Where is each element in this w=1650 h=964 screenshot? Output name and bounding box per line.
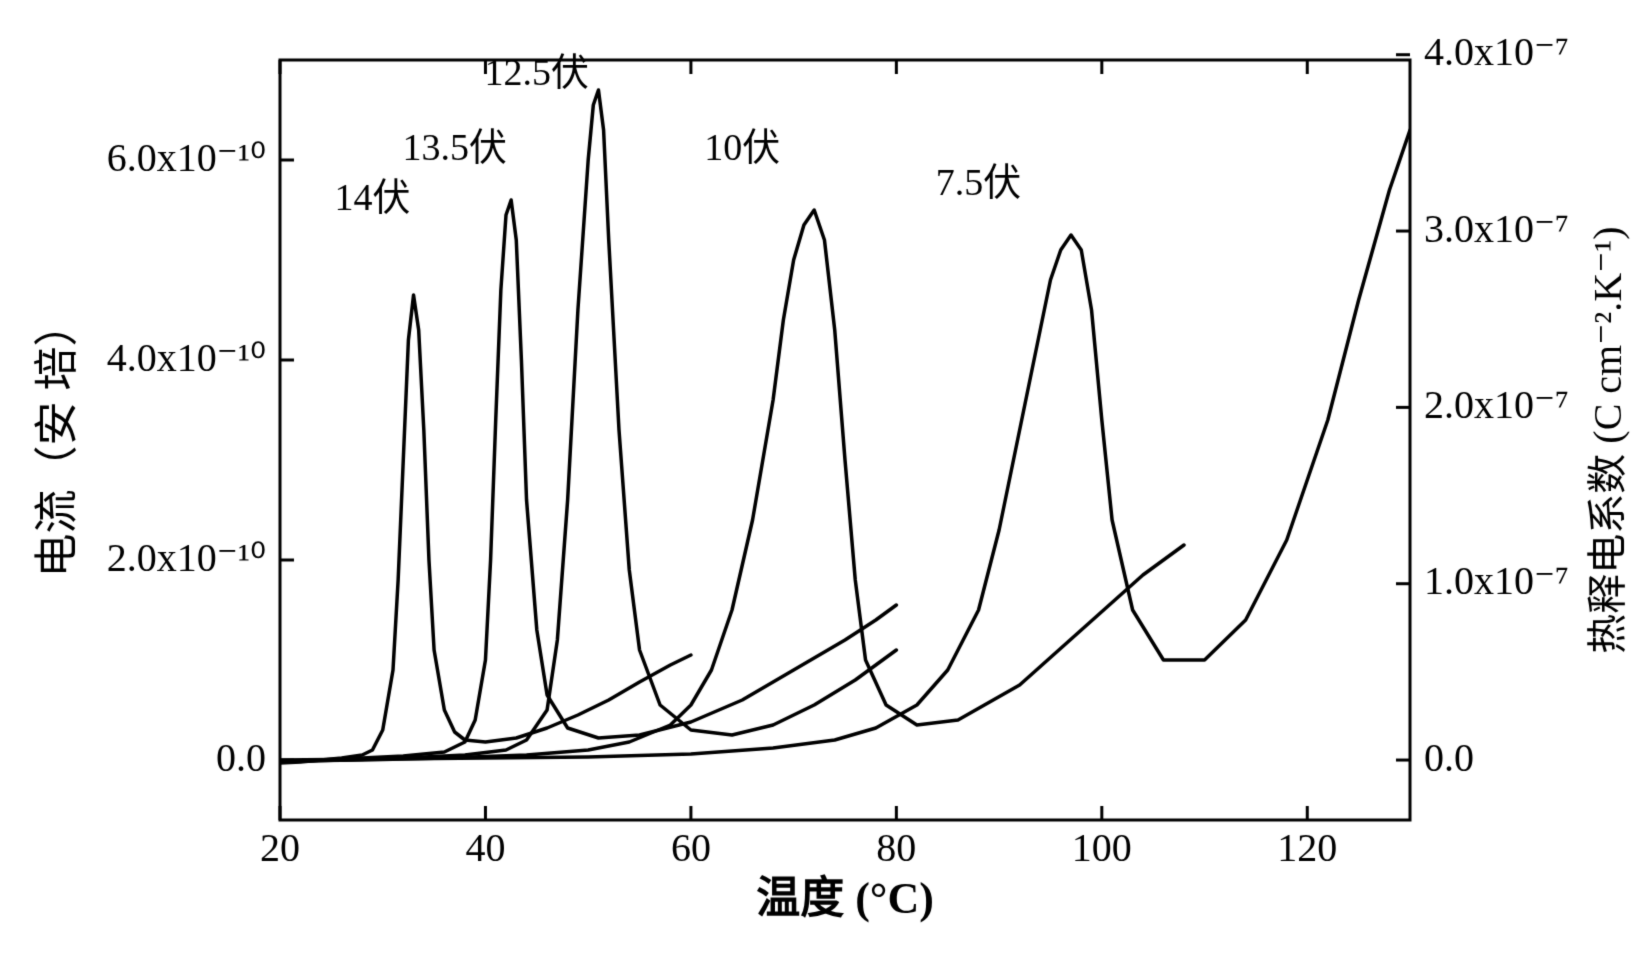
tsdc-chart [0,0,1650,964]
